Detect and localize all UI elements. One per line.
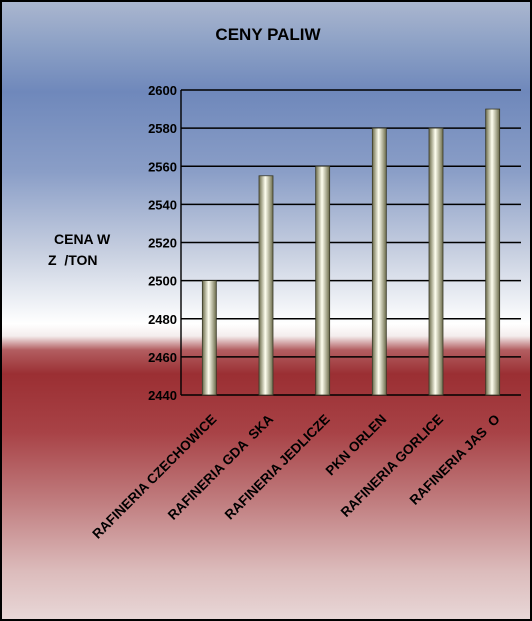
x-tick-label: RAFINERIA JEDLICZE bbox=[222, 412, 333, 523]
y-axis-label-line-1: CENA W bbox=[54, 231, 111, 247]
y-tick-label: 2500 bbox=[148, 274, 177, 289]
bar bbox=[201, 280, 217, 396]
bar bbox=[485, 108, 501, 396]
bar bbox=[371, 127, 387, 396]
y-tick-label: 2540 bbox=[148, 197, 177, 212]
bars bbox=[201, 108, 501, 396]
y-tick-label: 2520 bbox=[148, 236, 177, 251]
y-tick-label: 2600 bbox=[148, 83, 177, 98]
y-axis-ticks: 2440 2460 2480 2500 2520 2540 2560 2580 2600 bbox=[148, 83, 177, 403]
x-tick-label: RAFINERIA GORLICE bbox=[338, 412, 446, 520]
y-tick-label: 2580 bbox=[148, 121, 177, 136]
y-tick-label: 2460 bbox=[148, 350, 177, 365]
y-tick-label: 2480 bbox=[148, 312, 177, 327]
chart-title: CENY PALIW bbox=[215, 25, 321, 44]
bar bbox=[315, 165, 331, 396]
y-tick-label: 2560 bbox=[148, 159, 177, 174]
y-tick-label: 2440 bbox=[148, 388, 177, 403]
gridlines bbox=[180, 89, 521, 396]
bar bbox=[258, 175, 274, 396]
y-axis-label-line-2: Z /TON bbox=[48, 252, 98, 268]
x-tick-label: RAFINERIA GDA SKA bbox=[165, 411, 276, 522]
bar bbox=[428, 127, 444, 396]
